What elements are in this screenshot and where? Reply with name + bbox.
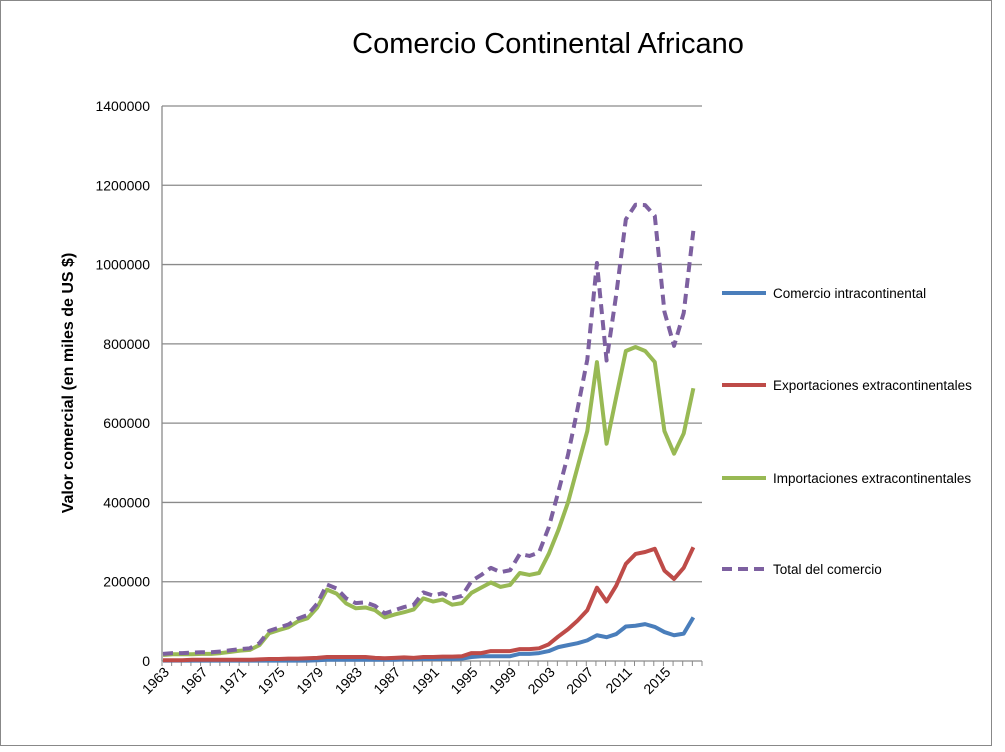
legend-label-1: Exportaciones extracontinentales bbox=[773, 378, 972, 393]
x-tick-label: 2011 bbox=[602, 664, 635, 697]
legend-label-3: Total del comercio bbox=[773, 562, 882, 577]
y-tick-label: 200000 bbox=[103, 574, 150, 590]
series-line-1 bbox=[163, 546, 696, 663]
series-line-2 bbox=[162, 345, 696, 658]
y-tick-label: 800000 bbox=[103, 336, 150, 352]
x-tick-label: 1995 bbox=[447, 664, 480, 697]
y-tick-label: 1400000 bbox=[95, 98, 150, 114]
x-tick-label: 1971 bbox=[216, 664, 249, 697]
legend-label-0: Comercio intracontinental bbox=[773, 286, 926, 301]
y-tick-label: 600000 bbox=[103, 415, 150, 431]
chart-frame bbox=[0, 0, 992, 746]
series-line-3 bbox=[162, 202, 696, 656]
x-tick-label: 2003 bbox=[524, 664, 557, 697]
x-tick-label: 2015 bbox=[640, 664, 673, 697]
y-tick-label: 0 bbox=[142, 653, 150, 669]
x-tick-label: 2007 bbox=[563, 664, 596, 697]
y-axis-title: Valor comercial (en miles de US $) bbox=[60, 253, 77, 514]
x-tick-label: 1987 bbox=[370, 664, 403, 697]
x-tick-label: 1999 bbox=[486, 664, 519, 697]
chart-title: Comercio Continental Africano bbox=[352, 28, 744, 60]
legend-label-2: Importaciones extracontinentales bbox=[773, 471, 971, 486]
y-tick-label: 400000 bbox=[103, 494, 150, 510]
y-tick-label: 1000000 bbox=[95, 257, 150, 273]
x-tick-label: 1967 bbox=[177, 664, 210, 697]
x-tick-label: 1991 bbox=[409, 664, 442, 697]
series-line-0 bbox=[163, 616, 696, 663]
y-tick-label: 1200000 bbox=[95, 177, 150, 193]
x-tick-label: 1983 bbox=[332, 664, 365, 697]
x-tick-label: 1975 bbox=[254, 664, 287, 697]
x-tick-label: 1979 bbox=[293, 664, 326, 697]
